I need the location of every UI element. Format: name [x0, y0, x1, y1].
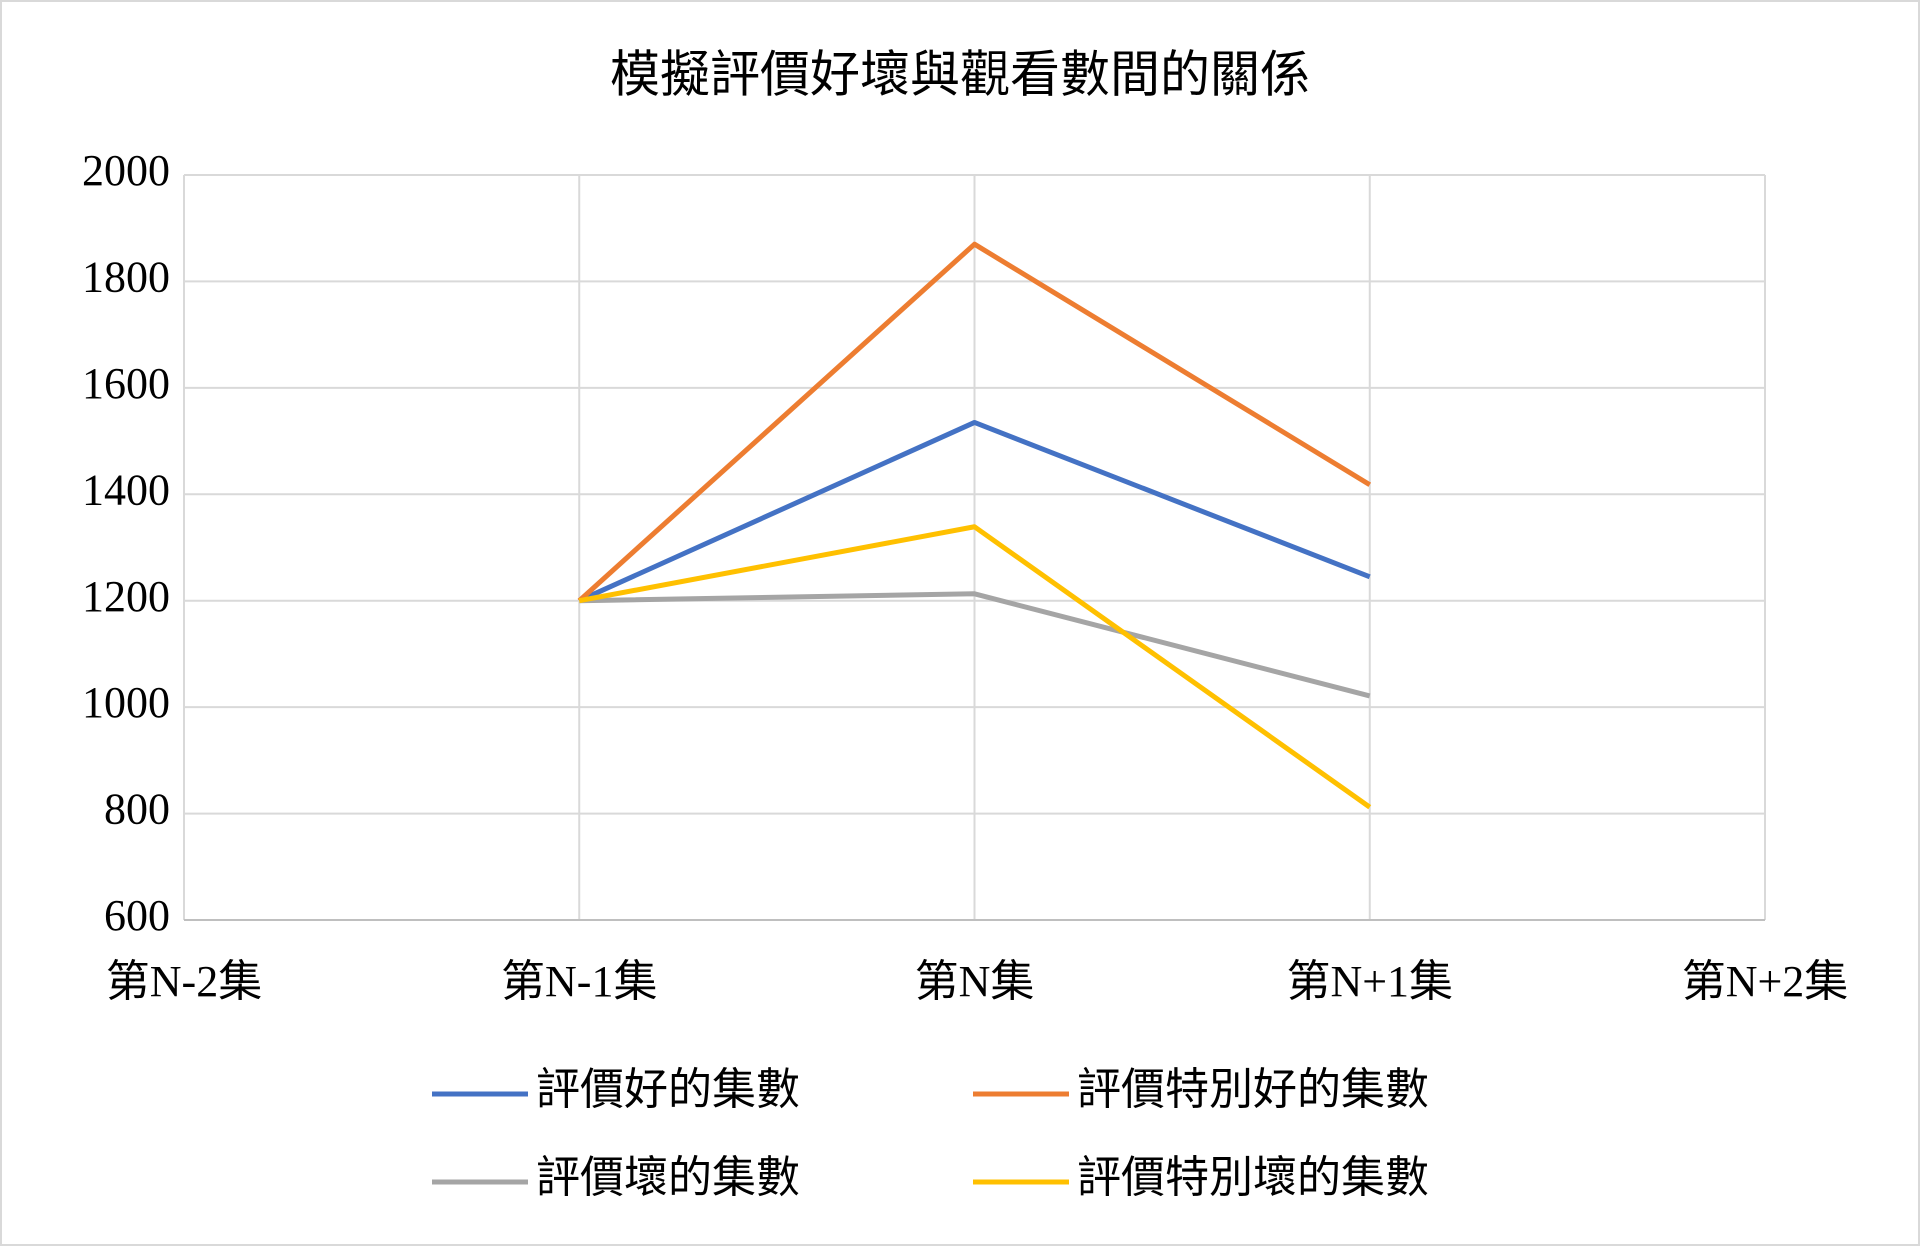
y-tick-label: 2000 — [82, 146, 170, 195]
y-tick-label: 600 — [104, 891, 170, 940]
x-tick-label: 第N-2集 — [106, 957, 262, 1006]
y-tick-label: 800 — [104, 785, 170, 834]
x-tick-label: 第N+2集 — [1682, 957, 1849, 1006]
series-line — [579, 591, 1371, 699]
chart-title: 模擬評價好壞與觀看數間的關係 — [610, 46, 1310, 102]
y-tick-label: 1000 — [82, 678, 170, 727]
series-line — [578, 524, 1372, 810]
x-tick-label: 第N集 — [915, 957, 1035, 1006]
x-tick-label: 第N-1集 — [501, 957, 657, 1006]
y-tick-label: 1800 — [82, 253, 170, 302]
y-tick-label: 1600 — [82, 359, 170, 408]
legend-label: 評價特別壞的集數 — [1077, 1153, 1429, 1202]
series-line — [578, 419, 1371, 603]
y-tick-label: 1200 — [82, 572, 170, 621]
series-line — [577, 241, 1372, 603]
legend-label: 評價特別好的集數 — [1077, 1065, 1429, 1114]
x-tick-label: 第N+1集 — [1286, 957, 1453, 1006]
y-tick-label: 1400 — [82, 465, 170, 514]
legend-label: 評價好的集數 — [536, 1065, 800, 1114]
legend-label: 評價壞的集數 — [536, 1153, 800, 1202]
